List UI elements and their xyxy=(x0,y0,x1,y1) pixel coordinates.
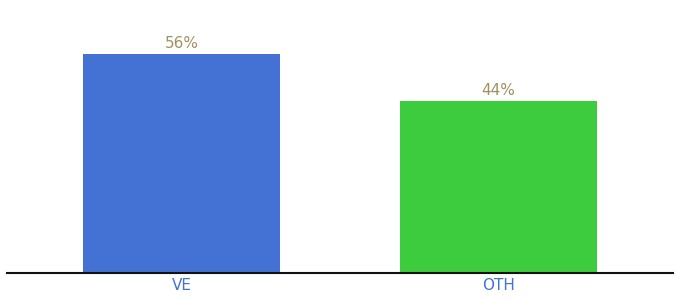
Bar xyxy=(83,54,279,273)
Text: 56%: 56% xyxy=(165,36,199,51)
Bar xyxy=(401,101,597,273)
Text: 44%: 44% xyxy=(481,83,515,98)
